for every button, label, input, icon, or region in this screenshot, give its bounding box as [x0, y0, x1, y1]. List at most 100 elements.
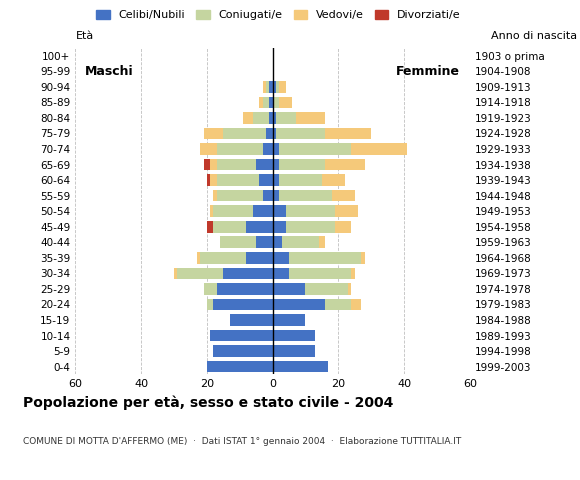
- Bar: [273, 252, 289, 264]
- Bar: [269, 81, 273, 93]
- Bar: [217, 159, 256, 170]
- Bar: [200, 252, 246, 264]
- Bar: [276, 128, 325, 139]
- Text: COMUNE DI MOTTA D'AFFERMO (ME)  ·  Dati ISTAT 1° gennaio 2004  ·  Elaborazione T: COMUNE DI MOTTA D'AFFERMO (ME) · Dati IS…: [23, 437, 462, 446]
- Bar: [286, 205, 335, 217]
- Bar: [259, 174, 273, 186]
- Bar: [207, 361, 273, 372]
- Bar: [322, 174, 345, 186]
- Bar: [289, 252, 361, 264]
- Bar: [269, 112, 273, 124]
- Bar: [361, 252, 365, 264]
- Bar: [213, 205, 253, 217]
- Bar: [210, 159, 217, 170]
- Bar: [332, 190, 355, 202]
- Bar: [213, 221, 246, 233]
- Bar: [296, 112, 325, 124]
- Bar: [243, 112, 253, 124]
- Bar: [253, 205, 273, 217]
- Bar: [253, 112, 269, 124]
- Bar: [263, 190, 273, 202]
- Bar: [306, 283, 348, 295]
- Bar: [273, 283, 306, 295]
- Bar: [210, 330, 273, 341]
- Bar: [207, 174, 210, 186]
- Bar: [273, 345, 316, 357]
- Bar: [351, 143, 407, 155]
- Bar: [286, 221, 335, 233]
- Bar: [210, 174, 217, 186]
- Bar: [335, 221, 351, 233]
- Bar: [273, 205, 286, 217]
- Bar: [217, 283, 273, 295]
- Bar: [279, 81, 286, 93]
- Bar: [220, 237, 256, 248]
- Bar: [177, 267, 223, 279]
- Bar: [279, 159, 325, 170]
- Bar: [259, 96, 263, 108]
- Bar: [246, 252, 273, 264]
- Bar: [273, 314, 306, 326]
- Text: Popolazione per età, sesso e stato civile - 2004: Popolazione per età, sesso e stato civil…: [23, 396, 394, 410]
- Bar: [351, 299, 361, 310]
- Bar: [256, 159, 273, 170]
- Bar: [266, 81, 269, 93]
- Bar: [256, 237, 273, 248]
- Bar: [289, 267, 351, 279]
- Bar: [213, 299, 273, 310]
- Bar: [210, 205, 213, 217]
- Bar: [325, 299, 351, 310]
- Bar: [273, 221, 286, 233]
- Bar: [207, 299, 213, 310]
- Bar: [200, 143, 217, 155]
- Bar: [263, 81, 266, 93]
- Bar: [273, 112, 276, 124]
- Text: Femmine: Femmine: [396, 65, 460, 78]
- Bar: [217, 143, 263, 155]
- Legend: Celibi/Nubili, Coniugati/e, Vedovi/e, Divorziati/e: Celibi/Nubili, Coniugati/e, Vedovi/e, Di…: [92, 6, 465, 25]
- Bar: [348, 283, 351, 295]
- Bar: [204, 159, 210, 170]
- Bar: [207, 221, 213, 233]
- Bar: [273, 237, 282, 248]
- Bar: [273, 159, 279, 170]
- Text: Maschi: Maschi: [85, 65, 134, 78]
- Text: Età: Età: [75, 31, 93, 41]
- Bar: [263, 143, 273, 155]
- Bar: [273, 143, 279, 155]
- Bar: [213, 190, 217, 202]
- Bar: [279, 143, 351, 155]
- Bar: [279, 174, 322, 186]
- Bar: [230, 314, 273, 326]
- Bar: [204, 128, 223, 139]
- Bar: [276, 112, 296, 124]
- Bar: [174, 267, 177, 279]
- Bar: [325, 128, 371, 139]
- Bar: [279, 190, 332, 202]
- Bar: [335, 205, 358, 217]
- Bar: [273, 128, 276, 139]
- Bar: [223, 128, 266, 139]
- Bar: [223, 267, 273, 279]
- Bar: [273, 190, 279, 202]
- Bar: [273, 174, 279, 186]
- Bar: [282, 237, 318, 248]
- Text: Anno di nascita: Anno di nascita: [491, 31, 577, 41]
- Bar: [197, 252, 200, 264]
- Bar: [325, 159, 365, 170]
- Bar: [266, 128, 273, 139]
- Bar: [273, 299, 325, 310]
- Bar: [351, 267, 355, 279]
- Bar: [269, 96, 273, 108]
- Bar: [246, 221, 273, 233]
- Bar: [217, 190, 263, 202]
- Bar: [273, 267, 289, 279]
- Bar: [204, 283, 217, 295]
- Bar: [263, 96, 269, 108]
- Bar: [273, 361, 328, 372]
- Bar: [273, 96, 279, 108]
- Bar: [273, 81, 276, 93]
- Bar: [318, 237, 325, 248]
- Bar: [279, 96, 292, 108]
- Bar: [213, 345, 273, 357]
